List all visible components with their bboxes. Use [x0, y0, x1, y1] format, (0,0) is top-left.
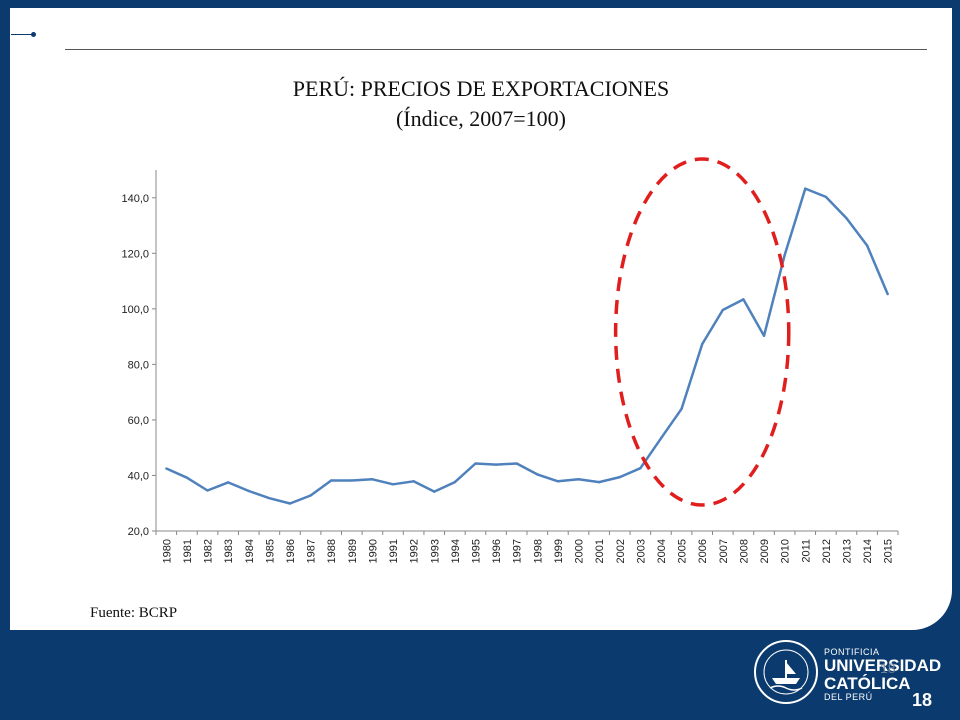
x-tick-label: 1984 [244, 539, 256, 563]
x-tick-label: 2012 [821, 539, 833, 563]
data-point [721, 308, 725, 312]
x-tick-label: 1994 [450, 539, 462, 563]
data-point [247, 489, 250, 493]
x-tick-label: 2006 [697, 539, 709, 563]
x-tick-label: 1986 [285, 539, 297, 563]
x-tick-label: 1985 [264, 539, 276, 563]
x-tick-label: 2005 [677, 539, 689, 563]
x-tick-label: 2004 [656, 539, 668, 563]
x-tick-label: 1996 [491, 539, 503, 563]
data-point [185, 476, 189, 479]
data-point [515, 462, 518, 465]
x-tick-label: 1998 [532, 539, 544, 563]
chart-subtitle: (Índice, 2007=100) [395, 106, 567, 131]
chart-title: PERÚ: PRECIOS DE EXPORTACIONES [292, 76, 670, 101]
data-point [350, 479, 354, 482]
data-point [433, 490, 436, 493]
source-note: Fuente: BCRP [90, 605, 178, 621]
x-tick-label: 1983 [223, 539, 235, 563]
data-point [556, 480, 560, 483]
data-point [659, 437, 663, 440]
data-point [206, 489, 209, 492]
x-tick-label: 2010 [780, 539, 792, 563]
logo-wordmark: PONTIFICIA UNIVERSIDAD CATÓLICA DEL PERÚ [824, 647, 942, 703]
x-tick-label: 2001 [594, 539, 606, 563]
data-point [762, 334, 766, 337]
x-tick-label: 1995 [470, 539, 482, 563]
data-point [391, 483, 395, 486]
x-tick-label: 2009 [759, 539, 771, 563]
x-tick-label: 1988 [326, 539, 338, 563]
y-tick-label: 40,0 [128, 470, 149, 482]
page-number-ghost: 18 [880, 660, 896, 676]
logo-line-1: PONTIFICIA [824, 647, 880, 657]
data-point [268, 497, 271, 500]
data-point [845, 217, 848, 220]
x-tick-label: 2013 [841, 539, 853, 563]
x-tick-label: 2007 [718, 539, 730, 563]
data-point [783, 254, 786, 257]
y-tick-label: 60,0 [128, 415, 149, 427]
x-tick-label: 2011 [800, 539, 812, 563]
slide-panel: PERÚ: PRECIOS DE EXPORTACIONES (Índice, … [10, 8, 952, 630]
x-tick-label: 1981 [182, 539, 194, 563]
y-tick-label: 140,0 [121, 193, 149, 205]
highlight-ellipse [613, 157, 791, 507]
y-tick-label: 20,0 [128, 526, 149, 538]
data-point [329, 479, 333, 482]
bullet-line [11, 34, 31, 35]
logo-line-4: DEL PERÚ [824, 692, 873, 703]
data-point [618, 475, 621, 479]
data-point [577, 478, 580, 481]
data-point [412, 480, 415, 483]
logo-line-2: UNIVERSIDAD [824, 656, 942, 676]
series-line [165, 187, 889, 505]
data-point [474, 462, 477, 465]
logo-line-3: CATÓLICA [824, 674, 911, 694]
y-tick-label: 80,0 [128, 359, 149, 371]
data-point [680, 407, 683, 411]
x-tick-label: 1989 [347, 539, 359, 563]
x-tick-label: 2015 [883, 539, 895, 563]
x-tick-label: 1990 [367, 539, 379, 563]
data-point [639, 467, 642, 470]
y-tick-label: 120,0 [121, 248, 149, 260]
data-point [886, 292, 889, 296]
x-tick-label: 1991 [388, 539, 400, 563]
page-number: 18 [912, 690, 933, 710]
x-tick-label: 1997 [512, 539, 524, 563]
x-tick-label: 1982 [203, 539, 215, 563]
data-point [742, 298, 745, 301]
data-point [536, 473, 539, 476]
data-point [700, 342, 704, 346]
x-tick-label: 2002 [615, 539, 627, 563]
data-point [804, 187, 807, 190]
x-tick-label: 1980 [161, 539, 173, 563]
x-tick-label: 2014 [862, 539, 874, 563]
data-point [288, 502, 292, 505]
x-tick-label: 2003 [635, 539, 647, 563]
data-point [494, 463, 498, 466]
line-chart: 20,0 40,0 60,0 80,0 100,0 120,0 140,0 1980 1981 1… [121, 157, 899, 563]
data-point [824, 195, 828, 199]
data-point [165, 467, 168, 470]
data-point [865, 244, 869, 247]
top-rule [65, 49, 927, 50]
data-point [371, 478, 374, 481]
x-tick-label: 2008 [738, 539, 750, 563]
university-logo: PONTIFICIA UNIVERSIDAD CATÓLICA DEL PERÚ [752, 638, 941, 710]
x-tick-label: 1999 [553, 539, 565, 563]
data-point [453, 480, 457, 484]
y-tick-label: 100,0 [121, 304, 149, 316]
x-tick-label: 2000 [574, 539, 586, 563]
data-point [309, 494, 312, 497]
bullet-dot [31, 32, 36, 37]
university-seal-icon [754, 640, 818, 704]
x-tick-label: 1987 [306, 539, 318, 563]
data-point [226, 481, 230, 484]
data-point [597, 480, 601, 484]
x-tick-label: 1993 [429, 539, 441, 563]
x-tick-label: 1992 [409, 539, 421, 563]
